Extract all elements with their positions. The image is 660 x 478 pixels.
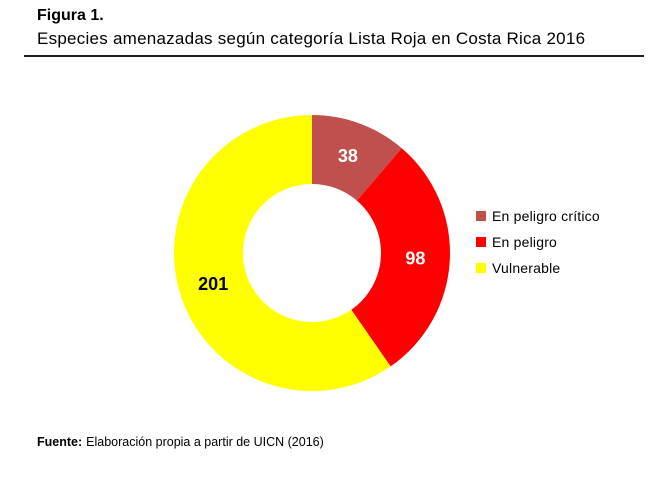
donut-chart: 38 98 201 <box>174 115 450 391</box>
legend-item-3: Vulnerable <box>476 255 600 281</box>
legend-swatch-icon <box>476 237 486 247</box>
donut-slice-1 <box>312 115 402 201</box>
figure-title: Especies amenazadas según categoría List… <box>37 29 586 48</box>
donut-slice-2 <box>351 148 450 367</box>
legend-label: En peligro crítico <box>492 208 600 224</box>
slice-value-label-2: 98 <box>405 248 425 268</box>
source-line: Fuente: Elaboración propia a partir de UI… <box>37 435 324 449</box>
legend-label: En peligro <box>492 234 558 250</box>
chart-legend: En peligro crítico En peligro Vulnerable <box>476 203 600 281</box>
source-prefix: Fuente: <box>37 435 83 449</box>
donut-slice-3 <box>174 115 391 391</box>
slice-value-label-3: 201 <box>198 274 228 294</box>
source-text: Elaboración propia a partir de UICN (201… <box>86 435 324 449</box>
figure-number: Figura 1. <box>37 7 104 24</box>
legend-label: Vulnerable <box>492 260 561 276</box>
slice-value-label-1: 38 <box>338 146 358 166</box>
title-underline <box>24 55 644 57</box>
legend-item-2: En peligro <box>476 229 600 255</box>
legend-swatch-icon <box>476 263 486 273</box>
legend-swatch-icon <box>476 211 486 221</box>
legend-item-1: En peligro crítico <box>476 203 600 229</box>
